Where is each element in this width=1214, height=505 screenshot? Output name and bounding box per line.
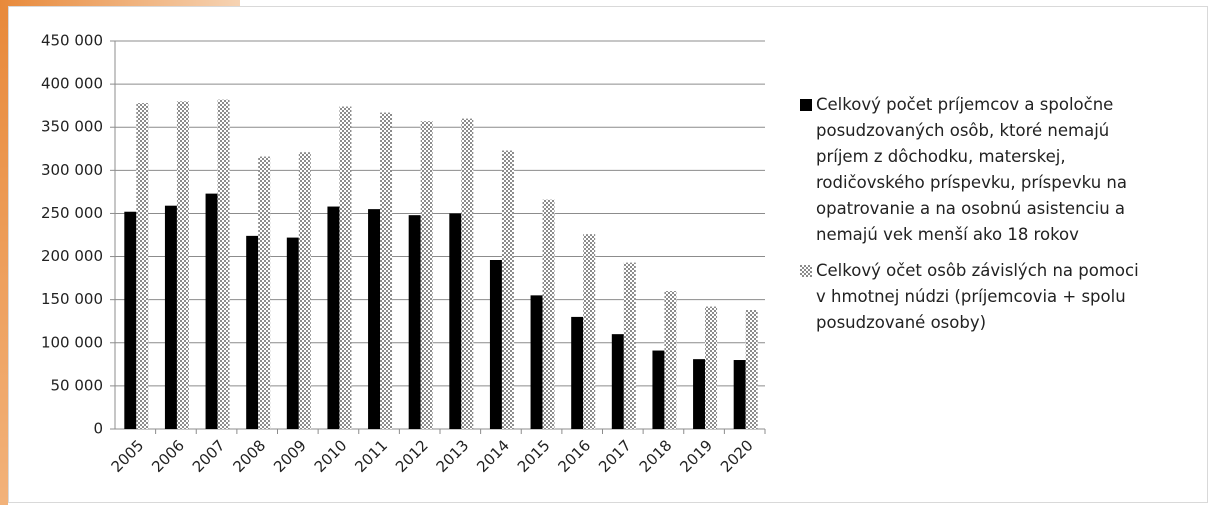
bar bbox=[258, 156, 271, 429]
bar bbox=[693, 359, 706, 429]
bar bbox=[623, 262, 636, 429]
y-tick-label: 100 000 bbox=[41, 333, 103, 351]
bar bbox=[583, 234, 596, 429]
bar bbox=[124, 211, 137, 429]
y-tick-label: 300 000 bbox=[41, 161, 103, 179]
x-tick-label: 2013 bbox=[433, 436, 473, 476]
x-tick-label: 2019 bbox=[676, 436, 716, 476]
bar bbox=[368, 209, 381, 429]
bar bbox=[489, 260, 502, 429]
legend-entry: Celkový očet osôb závislých na pomoci v … bbox=[800, 258, 1150, 336]
x-tick-label: 2018 bbox=[636, 436, 676, 476]
x-tick-label: 2016 bbox=[554, 436, 594, 476]
x-tick-label: 2006 bbox=[148, 436, 188, 476]
legend-label: Celkový očet osôb závislých na pomoci v … bbox=[816, 261, 1139, 332]
legend-entry: Celkový počet príjemcov a spoločne posud… bbox=[800, 92, 1150, 248]
bar bbox=[339, 106, 352, 429]
bar bbox=[420, 121, 433, 429]
y-tick-label: 50 000 bbox=[51, 376, 104, 394]
x-tick-label: 2011 bbox=[351, 436, 391, 476]
bar bbox=[542, 199, 555, 429]
bar bbox=[327, 206, 340, 429]
y-tick-label: 400 000 bbox=[41, 75, 103, 93]
bar bbox=[461, 118, 474, 429]
bar bbox=[217, 99, 230, 430]
bar bbox=[246, 235, 259, 429]
bar bbox=[408, 215, 421, 429]
bar bbox=[705, 306, 718, 429]
legend-swatch-fill bbox=[800, 265, 812, 277]
y-tick-label: 250 000 bbox=[41, 204, 103, 222]
legend-swatch-fill bbox=[800, 99, 812, 111]
bar bbox=[652, 350, 665, 429]
y-tick-label: 150 000 bbox=[41, 290, 103, 308]
x-tick-label: 2009 bbox=[270, 436, 310, 476]
x-tick-label: 2007 bbox=[189, 436, 229, 476]
y-tick-label: 0 bbox=[93, 420, 103, 438]
legend-swatch bbox=[800, 265, 812, 277]
bar bbox=[571, 316, 584, 429]
x-tick-label: 2015 bbox=[514, 436, 554, 476]
x-tick-label: 2017 bbox=[595, 436, 635, 476]
bar bbox=[745, 310, 758, 429]
bar bbox=[136, 103, 149, 429]
y-tick-label: 200 000 bbox=[41, 247, 103, 265]
bar bbox=[449, 213, 462, 429]
decoration bbox=[0, 0, 8, 505]
x-tick-label: 2005 bbox=[108, 436, 148, 476]
y-tick-label: 350 000 bbox=[41, 118, 103, 136]
x-tick-label: 2012 bbox=[392, 436, 432, 476]
bar bbox=[380, 112, 393, 429]
bar bbox=[501, 150, 514, 429]
bar bbox=[164, 205, 177, 429]
bar bbox=[176, 101, 189, 429]
bar bbox=[530, 295, 543, 429]
x-tick-label: 2014 bbox=[473, 436, 513, 476]
bar bbox=[298, 152, 311, 429]
y-tick-label: 450 000 bbox=[41, 32, 103, 50]
x-tick-label: 2010 bbox=[311, 436, 351, 476]
bar bbox=[733, 360, 746, 429]
legend-label: Celkový počet príjemcov a spoločne posud… bbox=[816, 95, 1127, 244]
x-tick-label: 2020 bbox=[717, 436, 757, 476]
bar bbox=[286, 237, 299, 429]
legend-swatch bbox=[800, 99, 812, 111]
bar bbox=[611, 334, 624, 429]
bar bbox=[664, 291, 677, 429]
bar bbox=[205, 193, 218, 429]
legend: Celkový počet príjemcov a spoločne posud… bbox=[800, 92, 1150, 346]
decoration bbox=[0, 0, 240, 8]
x-tick-label: 2008 bbox=[229, 436, 269, 476]
